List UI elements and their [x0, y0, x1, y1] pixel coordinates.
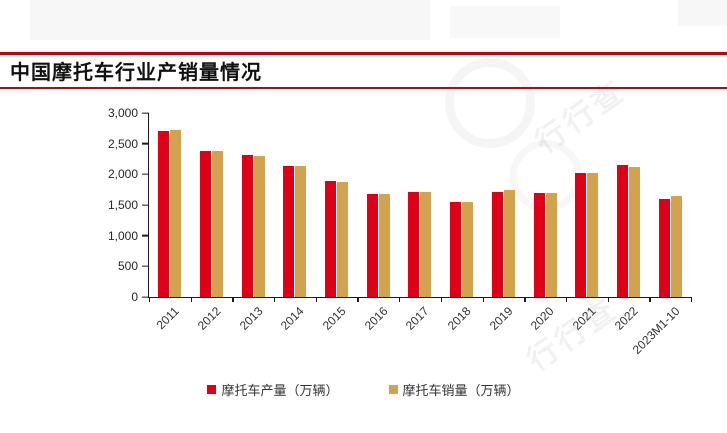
legend-label-production: 摩托车产量（万辆）	[221, 383, 339, 398]
y-axis-label: 1,500	[107, 198, 138, 212]
bar-production-2017	[408, 192, 420, 297]
x-axis-tick	[149, 297, 151, 302]
bar-production-2011	[158, 131, 170, 297]
legend-item-production: 摩托车产量（万辆）	[207, 380, 339, 399]
x-axis-label: 2012	[194, 304, 224, 333]
bar-sales-2017	[420, 192, 432, 297]
bar-production-2020	[533, 192, 545, 297]
x-axis-tick	[440, 297, 443, 302]
bar-group-2018	[441, 113, 483, 297]
y-axis-label: 2,500	[107, 136, 138, 151]
bar-group-2011	[149, 113, 191, 297]
watermark-logo-icon	[445, 58, 535, 148]
x-axis-tick	[399, 297, 401, 302]
x-axis-tick	[315, 297, 318, 302]
page-title: 中国摩托车行业产销量情况	[10, 60, 262, 84]
y-axis-tick	[142, 265, 149, 267]
bar-sales-2011	[170, 130, 182, 297]
x-axis-tick	[190, 297, 192, 302]
bar-sales-2012	[212, 151, 224, 297]
bar-sales-2013	[253, 155, 265, 297]
watermark-artifact	[30, 0, 430, 40]
bar-production-2013	[241, 154, 253, 297]
y-axis-tick	[142, 235, 149, 237]
bar-group-2016	[357, 113, 399, 297]
legend-label-sales: 摩托车销量（万辆）	[402, 383, 520, 398]
watermark-artifact	[450, 6, 560, 38]
x-axis-label: 2017	[403, 304, 432, 333]
bar-sales-2022	[628, 166, 640, 297]
x-axis-label: 2015	[319, 304, 349, 333]
bar-group-2015	[316, 113, 358, 297]
bar-group-2021	[566, 113, 608, 297]
bar-group-2019	[483, 113, 525, 297]
bar-production-2022	[616, 165, 628, 297]
x-axis-tick	[232, 297, 234, 302]
bar-production-2016	[366, 193, 378, 297]
y-axis-label: 2,000	[107, 167, 138, 182]
bar-group-2020	[524, 113, 566, 297]
watermark-brand-text: 行行查	[521, 292, 625, 378]
watermark-artifact	[678, 0, 727, 26]
x-axis-label: 2016	[361, 304, 391, 333]
y-axis-label: 0	[131, 290, 138, 304]
bar-sales-2019	[503, 189, 515, 297]
bar-group-2022	[608, 113, 650, 297]
bar-sales-2021	[587, 173, 599, 297]
x-axis-tick	[357, 297, 359, 302]
y-axis-tick	[142, 296, 149, 298]
x-axis-label: 2011	[153, 304, 182, 333]
bar-group-2017	[399, 113, 441, 297]
bar-chart-plot: 0 500 1,000 1,500 2,000 2,500 3,000 2011 2012 201…	[108, 106, 693, 357]
x-axis-tick	[607, 297, 609, 302]
bar-sales-2023M1-10	[670, 196, 682, 297]
x-axis-tick	[565, 297, 568, 302]
title-rule-bottom	[0, 87, 727, 89]
bar-production-2012	[200, 151, 212, 297]
bar-production-2023M1-10	[658, 199, 670, 297]
bar-production-2018	[450, 201, 462, 297]
y-axis-label: 3,000	[107, 106, 138, 120]
x-axis-tick	[524, 297, 526, 302]
x-axis-tick	[274, 297, 276, 302]
chart-legend: 摩托车产量（万辆） 摩托车销量（万辆）	[0, 380, 727, 399]
legend-swatch-production-icon	[207, 385, 217, 394]
bar-sales-2016	[378, 193, 390, 297]
y-axis-tick	[142, 143, 149, 145]
bar-group-2023M1-10	[649, 113, 691, 297]
y-axis-tick	[142, 173, 149, 175]
bar-sales-2020	[545, 192, 557, 297]
bar-production-2021	[575, 173, 587, 297]
bar-group-2014	[274, 113, 316, 297]
bar-sales-2014	[295, 166, 307, 297]
bar-group-2012	[191, 113, 233, 297]
y-axis-label: 1,000	[107, 228, 138, 243]
bar-sales-2015	[337, 182, 349, 297]
bar-production-2014	[283, 166, 295, 297]
bar-production-2015	[325, 181, 337, 297]
x-axis-tick	[649, 297, 651, 302]
bar-production-2019	[491, 192, 503, 297]
y-axis-label: 500	[117, 259, 138, 274]
legend-item-sales: 摩托车销量（万辆）	[388, 380, 520, 399]
x-axis-tick	[691, 297, 693, 302]
y-axis-tick	[142, 204, 149, 206]
x-axis-label: 2014	[278, 304, 307, 333]
bar-group-2013	[232, 113, 274, 297]
title-rule-top	[0, 52, 727, 55]
x-axis-label: 2019	[486, 304, 516, 333]
x-axis-label: 2013	[236, 304, 266, 333]
y-axis-tick	[142, 112, 149, 114]
legend-swatch-sales-icon	[388, 385, 398, 394]
x-axis-label: 2018	[444, 304, 474, 333]
bar-sales-2018	[462, 201, 474, 297]
x-axis-tick	[482, 297, 484, 302]
